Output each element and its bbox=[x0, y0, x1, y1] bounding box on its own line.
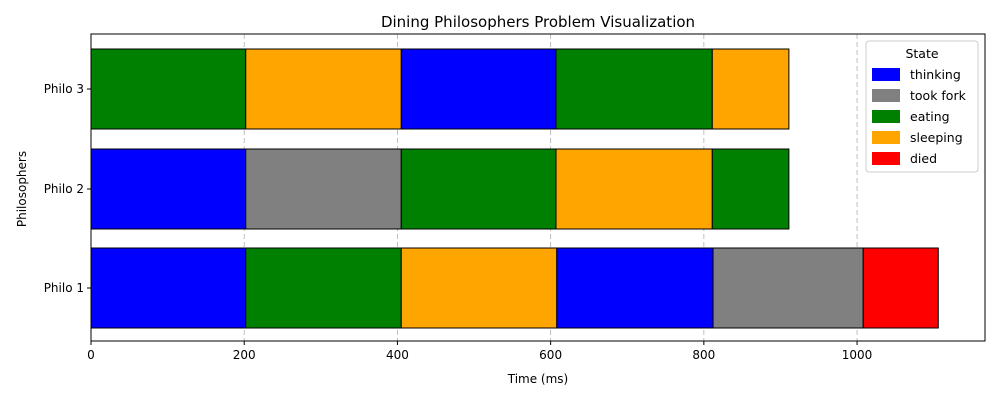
x-tick-label: 200 bbox=[233, 348, 256, 362]
bar-segment-eating bbox=[711, 148, 790, 230]
y-tick-label: Philo 1 bbox=[44, 281, 84, 295]
bar-segment-sleeping bbox=[555, 148, 713, 230]
legend-label: took fork bbox=[910, 88, 967, 103]
bar-segment-died bbox=[862, 247, 939, 329]
x-tick-label: 1000 bbox=[842, 348, 873, 362]
bar-segment-sleeping bbox=[400, 247, 558, 329]
bar-segment-sleeping bbox=[711, 48, 790, 130]
bar-segment-eating bbox=[400, 148, 557, 230]
y-tick-label: Philo 2 bbox=[44, 182, 84, 196]
bar-segment-took-fork bbox=[712, 247, 864, 329]
x-tick-label: 400 bbox=[386, 348, 409, 362]
legend-swatch-thinking bbox=[872, 68, 900, 81]
bar-segment-took-fork bbox=[245, 148, 402, 230]
legend-swatch-took-fork bbox=[872, 89, 900, 102]
x-tick-label: 0 bbox=[87, 348, 95, 362]
legend-entries: thinking took fork eating sleeping died bbox=[872, 67, 967, 166]
legend-swatch-sleeping bbox=[872, 131, 900, 144]
legend-swatch-eating bbox=[872, 110, 900, 123]
bars bbox=[90, 48, 939, 329]
bar-segment-thinking bbox=[90, 247, 247, 329]
legend-label: died bbox=[910, 151, 937, 166]
legend: State thinking took fork eating sleeping die… bbox=[865, 40, 979, 173]
bar-segment-sleeping bbox=[245, 48, 402, 130]
bar-segment-eating bbox=[245, 247, 402, 329]
bar-segment-eating bbox=[90, 48, 247, 130]
legend-swatch-died bbox=[872, 152, 900, 165]
plot-area: 0 200 400 600 800 1000 Philo 1 Philo 2 Philo 3 bbox=[44, 33, 986, 362]
x-axis: 0 200 400 600 800 1000 bbox=[87, 341, 872, 362]
chart-title: Dining Philosophers Problem Visualizatio… bbox=[381, 13, 695, 31]
legend-label: sleeping bbox=[910, 130, 963, 145]
bar-segment-thinking bbox=[90, 148, 247, 230]
x-tick-label: 800 bbox=[692, 348, 715, 362]
y-axis-label: Philosophers bbox=[15, 151, 29, 227]
x-axis-label: Time (ms) bbox=[507, 372, 569, 386]
bar-segment-eating bbox=[555, 48, 713, 130]
legend-label: eating bbox=[910, 109, 950, 124]
legend-label: thinking bbox=[910, 67, 961, 82]
y-axis: Philo 1 Philo 2 Philo 3 bbox=[44, 82, 91, 295]
bar-segment-thinking bbox=[556, 247, 714, 329]
plot-frame bbox=[90, 33, 986, 342]
y-tick-label: Philo 3 bbox=[44, 82, 84, 96]
legend-title: State bbox=[905, 46, 938, 61]
x-tick-label: 600 bbox=[539, 348, 562, 362]
bar-segment-thinking bbox=[400, 48, 557, 130]
